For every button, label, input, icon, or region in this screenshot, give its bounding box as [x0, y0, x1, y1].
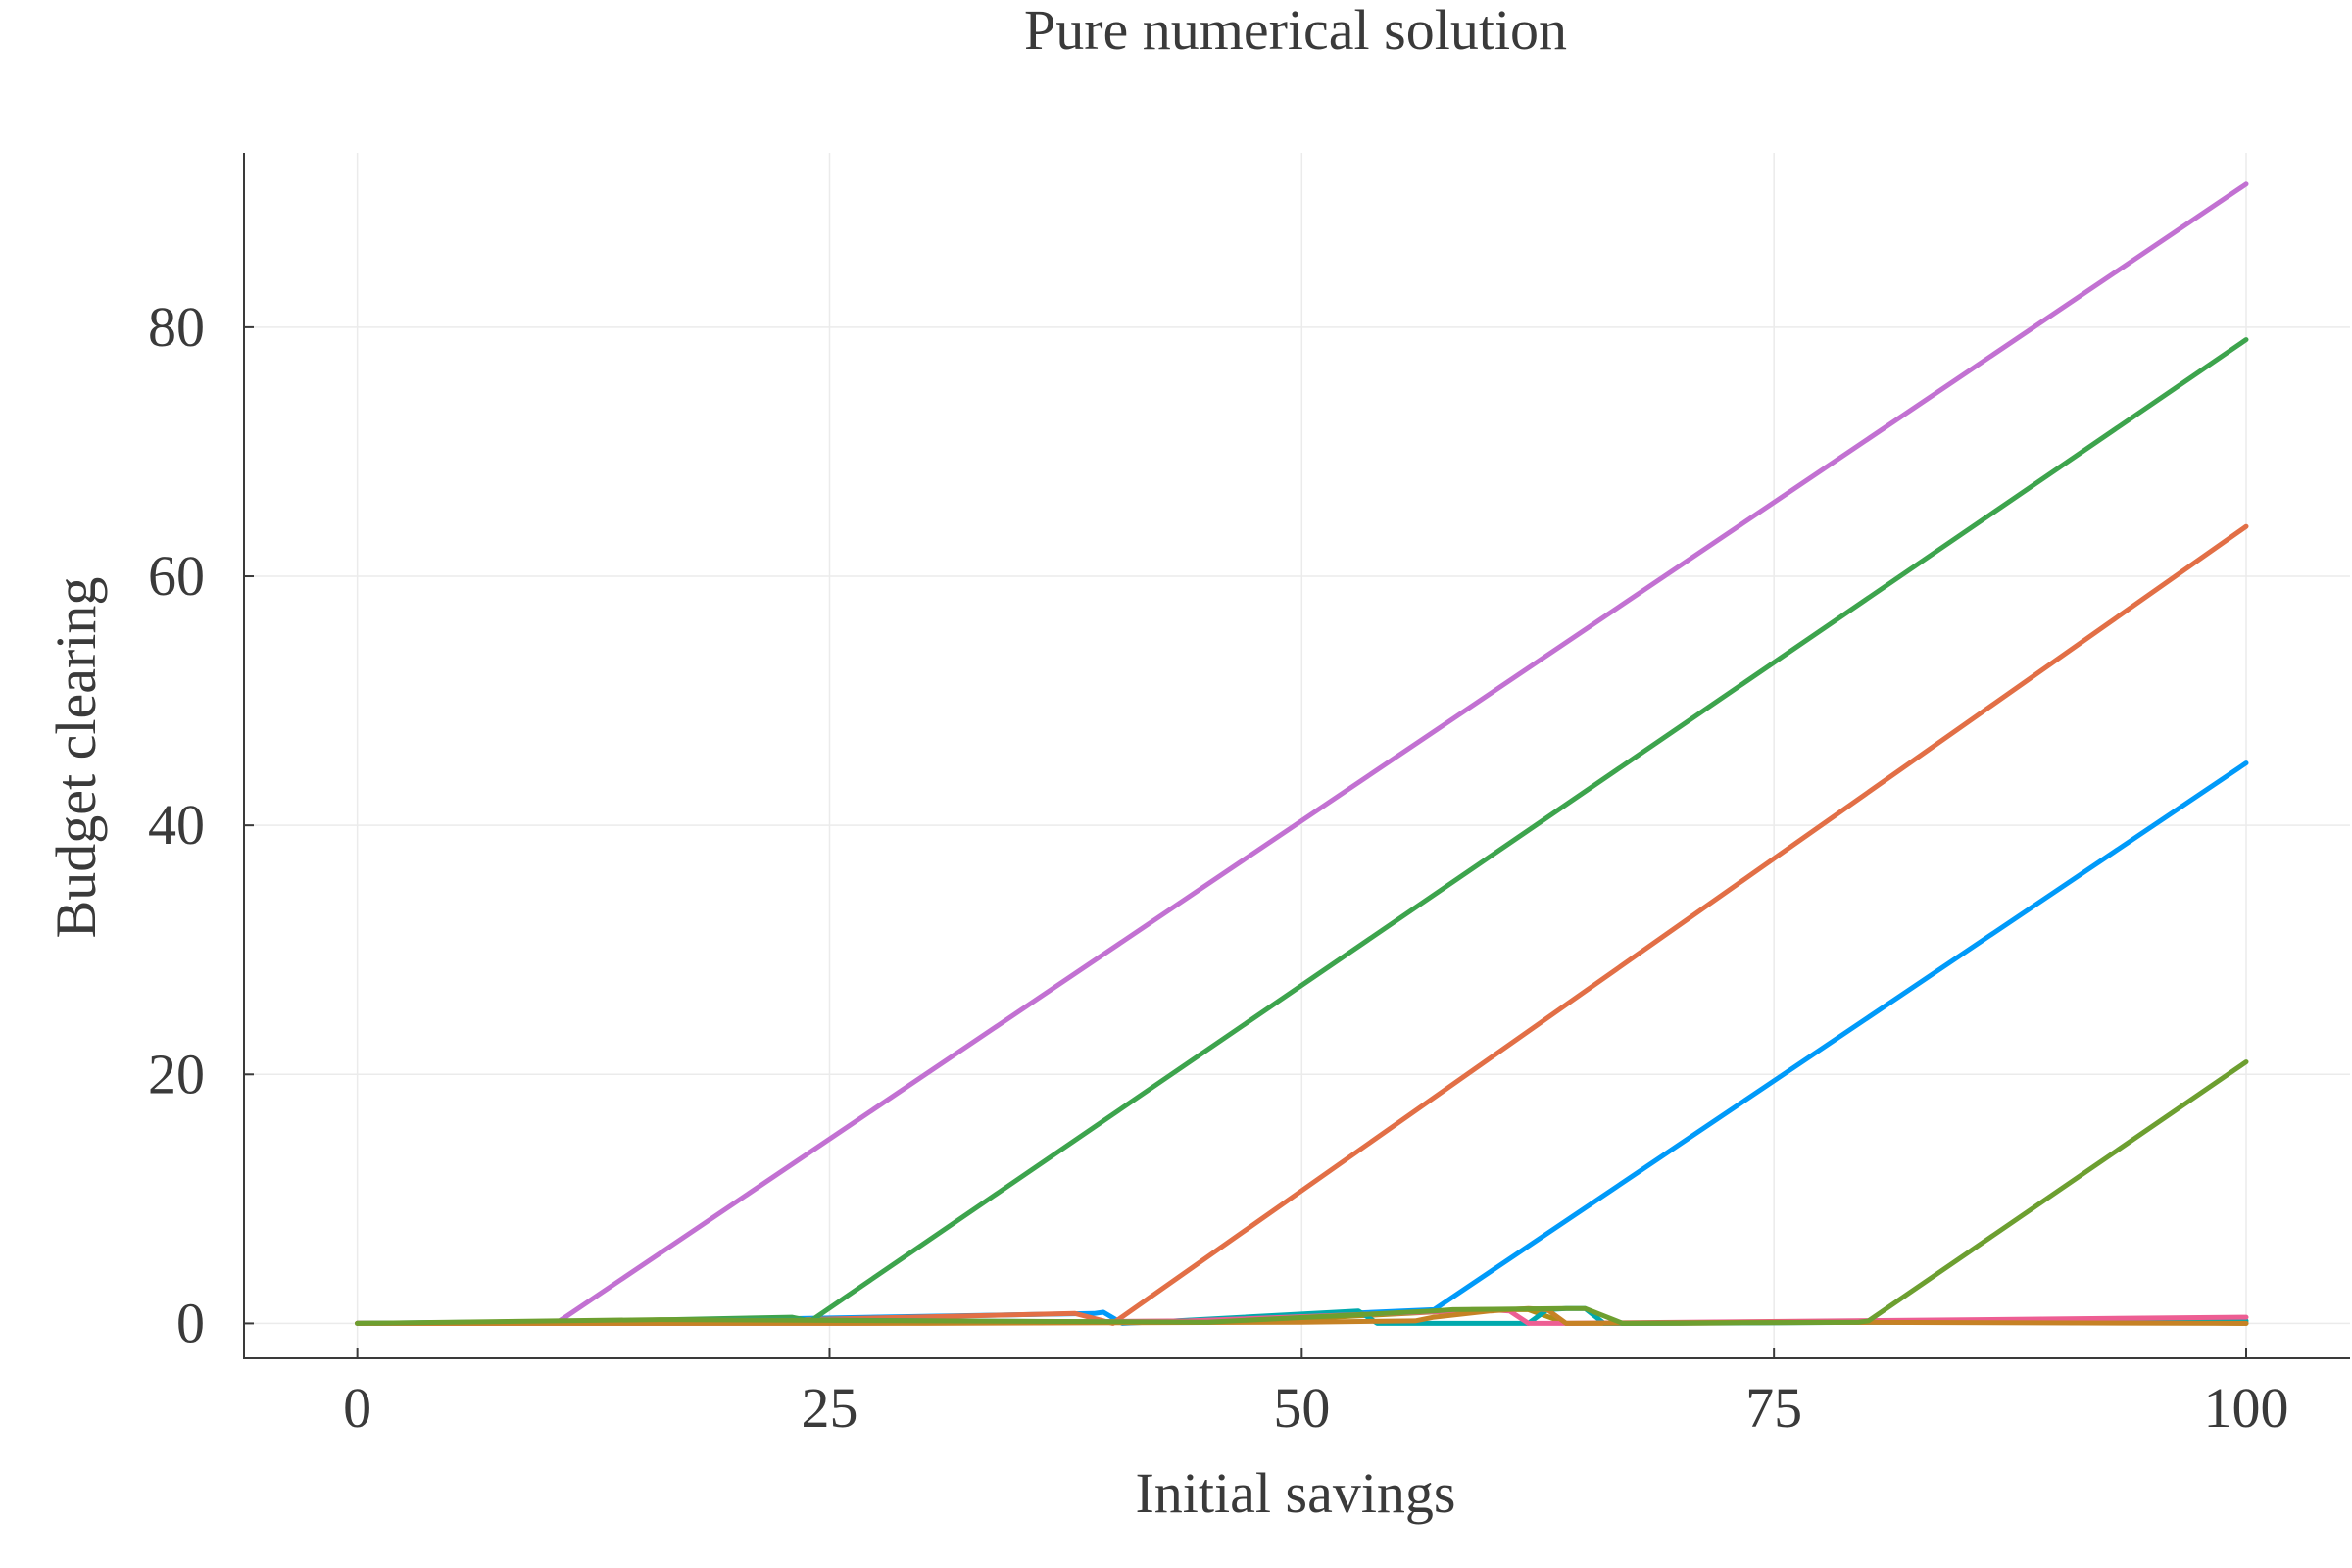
ticks: 0 25 50 75 100 0 20 40 60 80: [148, 295, 2288, 1440]
x-tick-label: 75: [1745, 1376, 1802, 1440]
series-line-9: [355, 1059, 2249, 1326]
series-group: [355, 181, 2249, 1326]
y-tick-label: 80: [148, 295, 205, 359]
x-tick-label: 25: [801, 1376, 858, 1440]
y-axis-label: Budget clearing: [44, 577, 108, 939]
axes: [243, 153, 2350, 1359]
grid: [244, 153, 2350, 1358]
y-tick-label: 60: [148, 544, 205, 608]
chart-title: Pure numerical solution: [1024, 0, 1567, 62]
x-axis-label: Initial savings: [1135, 1461, 1455, 1525]
x-tick-label: 0: [343, 1376, 371, 1440]
x-tick-label: 50: [1273, 1376, 1330, 1440]
y-tick-label: 20: [148, 1042, 205, 1105]
y-tick-label: 40: [148, 793, 205, 857]
y-tick-label: 0: [176, 1291, 205, 1354]
axis-frame: [243, 153, 2350, 1359]
x-tick-label: 100: [2203, 1376, 2288, 1440]
